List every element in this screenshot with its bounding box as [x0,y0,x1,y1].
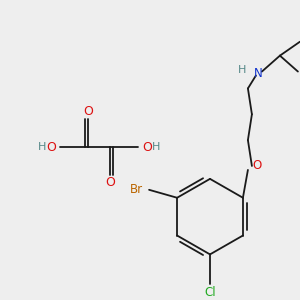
Text: N: N [254,67,262,80]
Text: H: H [238,64,246,75]
Text: O: O [252,160,261,172]
Text: O: O [142,141,152,154]
Text: O: O [83,105,93,118]
Text: H: H [38,142,46,152]
Text: O: O [46,141,56,154]
Text: Br: Br [130,183,143,196]
Text: Cl: Cl [204,286,216,299]
Text: H: H [152,142,160,152]
Text: O: O [105,176,115,189]
